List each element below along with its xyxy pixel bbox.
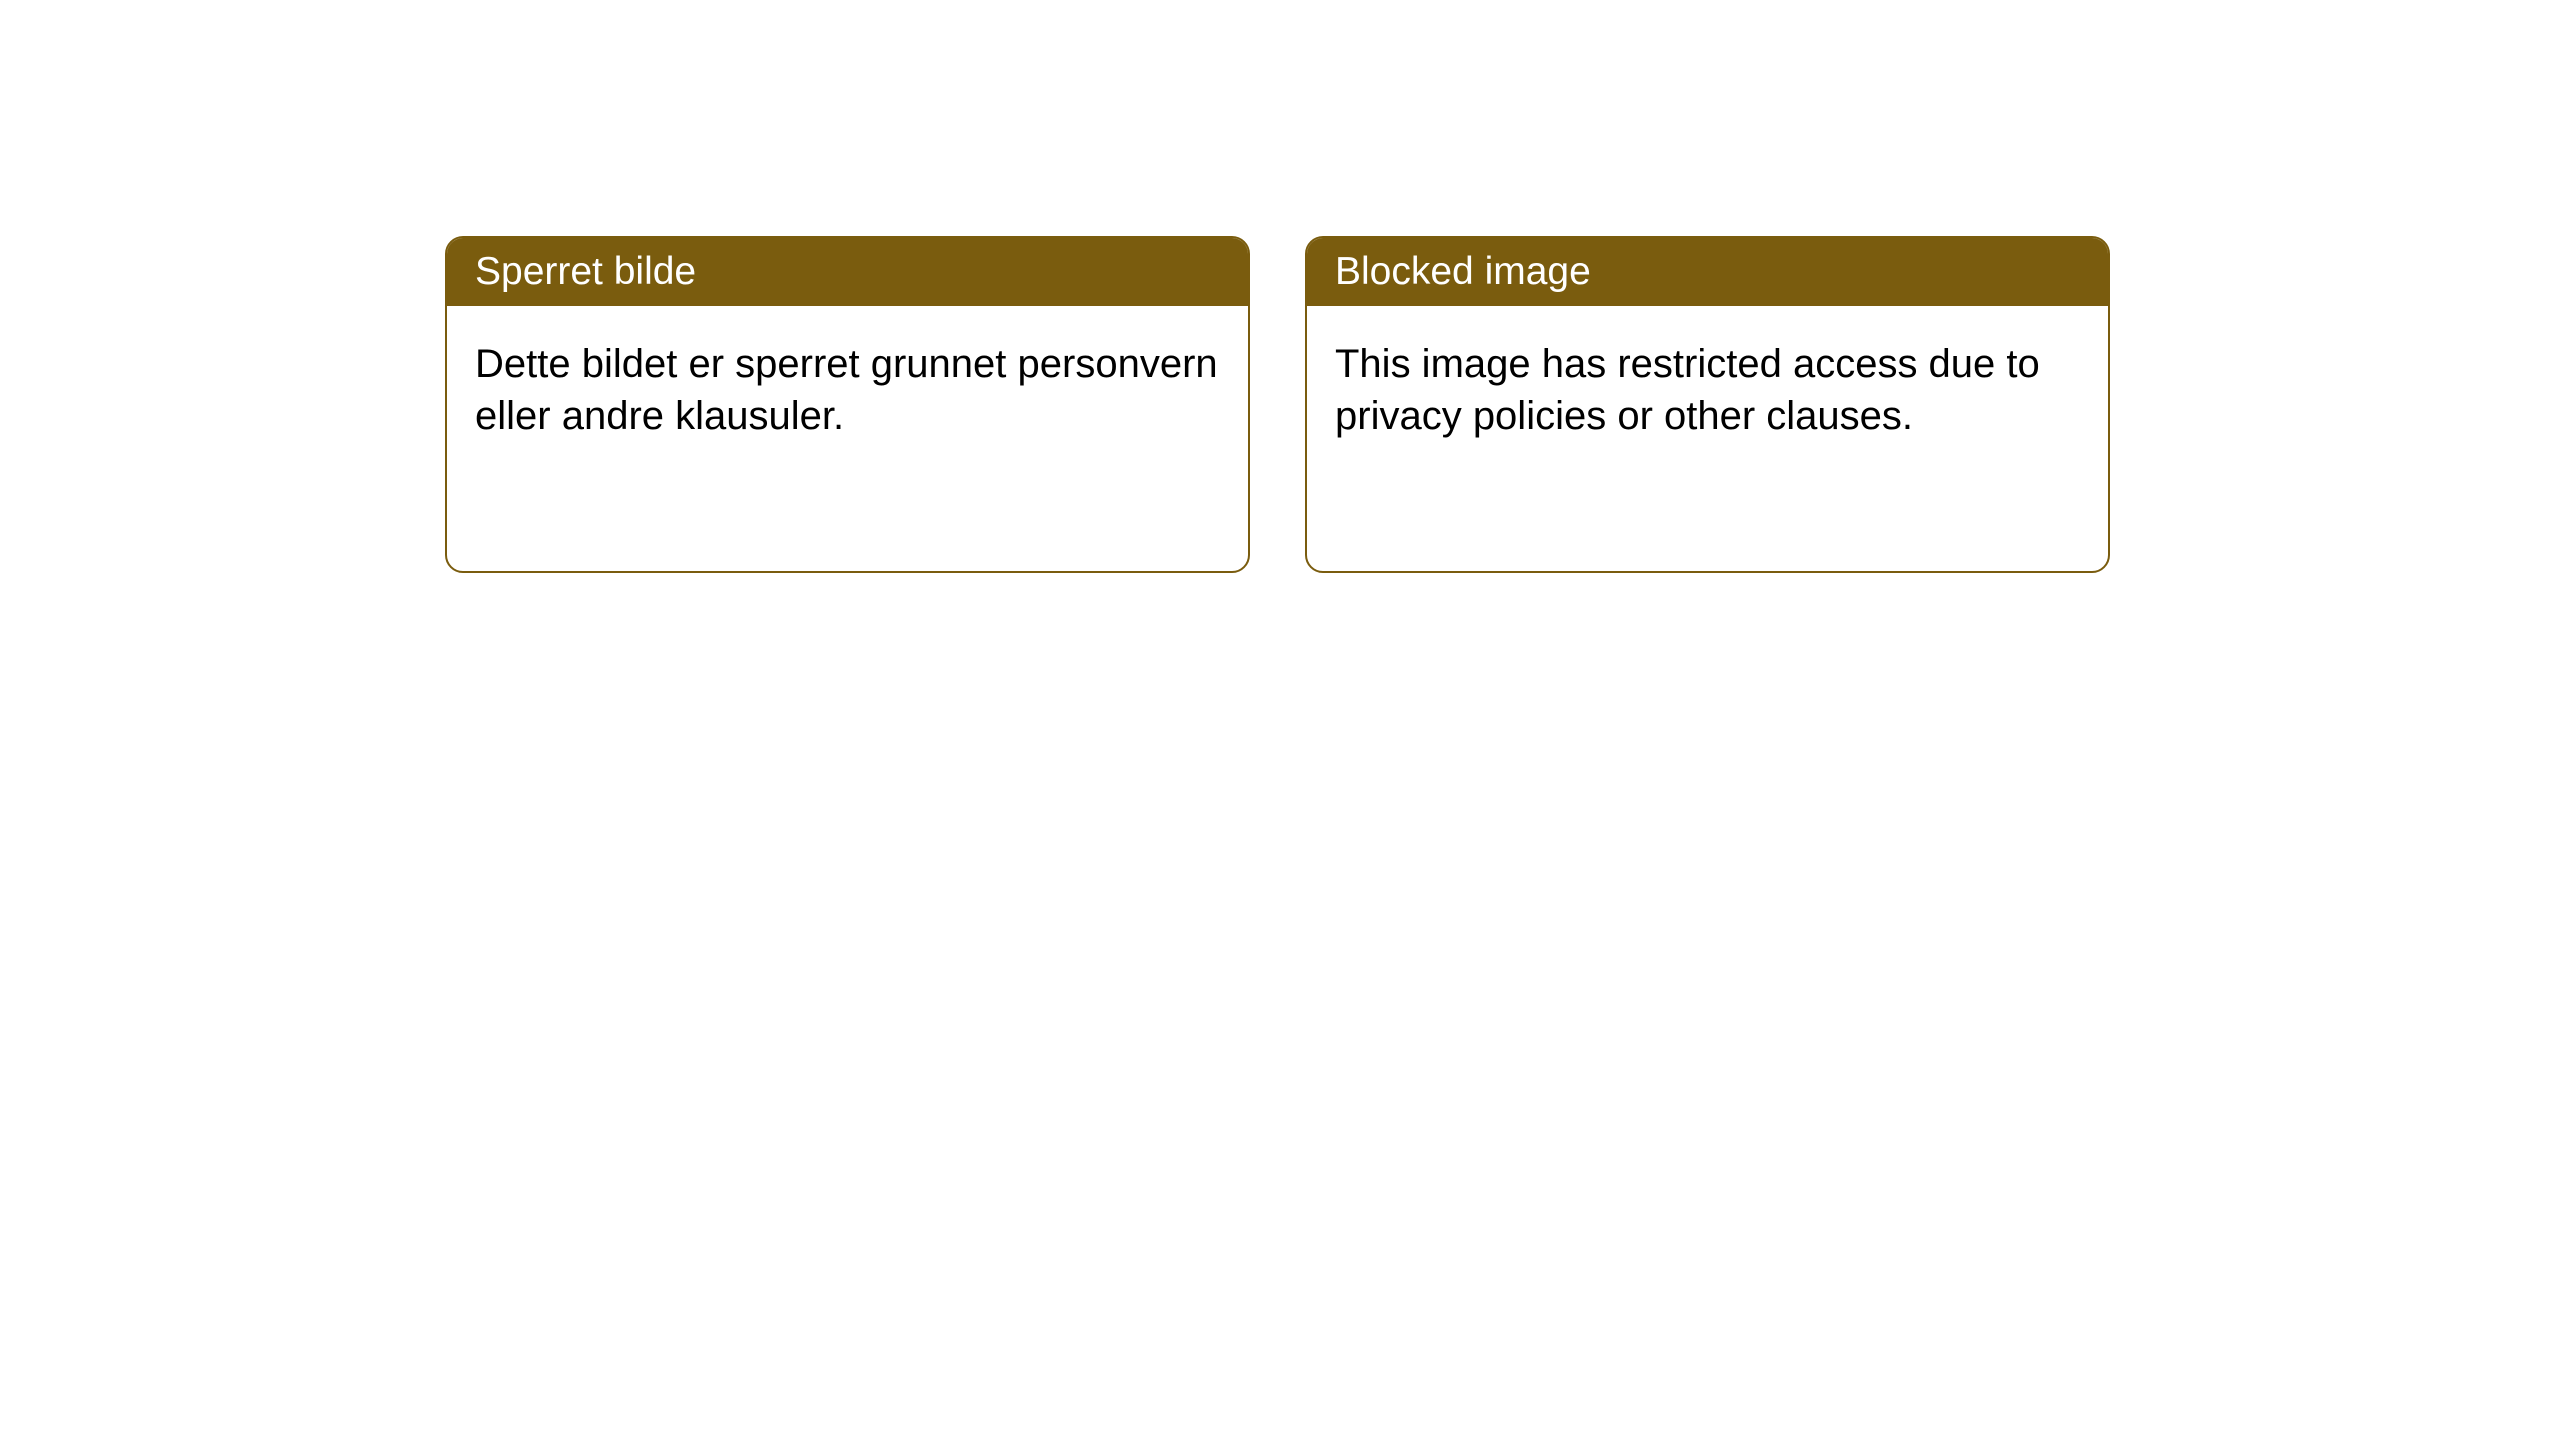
card-header-en: Blocked image [1307, 238, 2108, 306]
blocked-image-card-en: Blocked image This image has restricted … [1305, 236, 2110, 573]
card-header-no: Sperret bilde [447, 238, 1248, 306]
cards-container: Sperret bilde Dette bildet er sperret gr… [0, 0, 2560, 573]
card-body-en: This image has restricted access due to … [1307, 306, 2108, 474]
blocked-image-card-no: Sperret bilde Dette bildet er sperret gr… [445, 236, 1250, 573]
card-body-no: Dette bildet er sperret grunnet personve… [447, 306, 1248, 474]
